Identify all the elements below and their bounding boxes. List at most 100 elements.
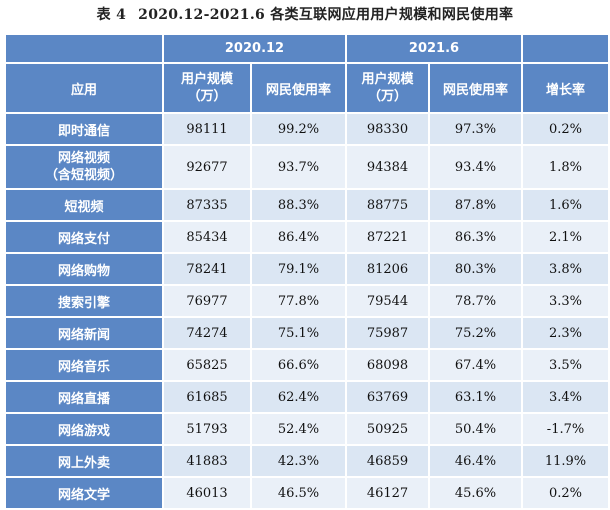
cell-users-2021: 87221 (345, 220, 430, 254)
cell-users-2021: 88775 (345, 188, 430, 222)
table-title: 2020.12-2021.6 各类互联网应用用户规模和网民使用率 (138, 7, 514, 23)
cell-users-2020: 98111 (162, 112, 252, 146)
header-blank-cell (4, 33, 164, 64)
cell-users-2020: 74274 (162, 316, 252, 350)
cell-users-2021: 81206 (345, 252, 430, 286)
cell-users-2021: 46859 (345, 444, 430, 478)
cell-rate-2020: 42.3% (250, 444, 347, 478)
cell-users-2020: 85434 (162, 220, 252, 254)
app-name-note: （含短视频） (44, 168, 123, 183)
cell-rate-2021: 86.3% (427, 220, 524, 254)
cell-users-2020: 76977 (162, 284, 252, 318)
cell-growth: 3.5% (521, 348, 610, 382)
app-name-cell: 搜索引擎 (4, 284, 164, 318)
cell-users-2020: 65825 (162, 348, 252, 382)
app-name-cell: 即时通信 (4, 112, 164, 146)
header-rate-2021: 网民使用率 (427, 62, 524, 114)
app-name-cell: 短视频 (4, 188, 164, 222)
header-growth: 增长率 (521, 62, 610, 114)
cell-users-2021: 63769 (345, 380, 430, 414)
app-name-cell: 网络购物 (4, 252, 164, 286)
app-name: 网络视频 (57, 151, 110, 166)
header-users-line2: （万） (187, 89, 227, 104)
cell-users-2021: 98330 (345, 112, 430, 146)
table-row: 网络视频 （含短视频） 92677 93.7% 94384 93.4% 1.8% (4, 144, 610, 190)
cell-rate-2021: 78.7% (427, 284, 524, 318)
header-row-periods: 2020.12 2021.6 (4, 33, 610, 64)
cell-growth: 1.6% (521, 188, 610, 222)
app-name-cell: 网络游戏 (4, 412, 164, 446)
cell-growth: 0.2% (521, 112, 610, 146)
cell-rate-2021: 87.8% (427, 188, 524, 222)
table-row: 短视频 87335 88.3% 88775 87.8% 1.6% (4, 188, 610, 222)
cell-growth: 1.8% (521, 144, 610, 190)
table-row: 网络直播 61685 62.4% 63769 63.1% 3.4% (4, 380, 610, 414)
cell-users-2020: 51793 (162, 412, 252, 446)
cell-growth: 0.2% (521, 476, 610, 510)
cell-rate-2020: 88.3% (250, 188, 347, 222)
cell-rate-2021: 93.4% (427, 144, 524, 190)
cell-rate-2020: 62.4% (250, 380, 347, 414)
cell-rate-2021: 80.3% (427, 252, 524, 286)
cell-users-2021: 50925 (345, 412, 430, 446)
table-row: 网络音乐 65825 66.6% 68098 67.4% 3.5% (4, 348, 610, 382)
cell-rate-2021: 67.4% (427, 348, 524, 382)
cell-growth: 3.4% (521, 380, 610, 414)
header-users-2021: 用户规模 （万） (345, 62, 430, 114)
cell-rate-2021: 45.6% (427, 476, 524, 510)
cell-rate-2021: 63.1% (427, 380, 524, 414)
cell-users-2020: 87335 (162, 188, 252, 222)
header-rate-2020: 网民使用率 (250, 62, 347, 114)
cell-rate-2021: 97.3% (427, 112, 524, 146)
table-row: 网上外卖 41883 42.3% 46859 46.4% 11.9% (4, 444, 610, 478)
table-row: 网络新闻 74274 75.1% 75987 75.2% 2.3% (4, 316, 610, 350)
app-name-cell: 网络新闻 (4, 316, 164, 350)
table-row: 网络支付 85434 86.4% 87221 86.3% 2.1% (4, 220, 610, 254)
table-row: 网络文学 46013 46.5% 46127 45.6% 0.2% (4, 476, 610, 510)
app-name-cell: 网络视频 （含短视频） (4, 144, 164, 190)
header-users-line1: 用户规模 (361, 72, 414, 87)
table-row: 即时通信 98111 99.2% 98330 97.3% 0.2% (4, 112, 610, 146)
cell-growth: 2.3% (521, 316, 610, 350)
cell-rate-2020: 99.2% (250, 112, 347, 146)
cell-rate-2020: 46.5% (250, 476, 347, 510)
header-blank-cell (521, 33, 610, 64)
cell-users-2021: 46127 (345, 476, 430, 510)
cell-rate-2021: 50.4% (427, 412, 524, 446)
cell-growth: 3.3% (521, 284, 610, 318)
table-body: 2020.12 2021.6 应用 用户规模 （万） 网民使用率 用户规模 （万… (4, 33, 610, 510)
cell-rate-2020: 79.1% (250, 252, 347, 286)
header-users-line1: 用户规模 (180, 72, 233, 87)
header-period-2020: 2020.12 (162, 33, 347, 64)
cell-growth: 11.9% (521, 444, 610, 478)
cell-users-2020: 92677 (162, 144, 252, 190)
app-name-cell: 网络音乐 (4, 348, 164, 382)
cell-rate-2020: 66.6% (250, 348, 347, 382)
table-row: 网络游戏 51793 52.4% 50925 50.4% -1.7% (4, 412, 610, 446)
table-caption: 表 4 2020.12-2021.6 各类互联网应用用户规模和网民使用率 (0, 0, 610, 30)
cell-rate-2020: 86.4% (250, 220, 347, 254)
header-period-2021: 2021.6 (344, 33, 524, 64)
header-users-2020: 用户规模 （万） (162, 62, 252, 114)
cell-growth: 3.8% (521, 252, 610, 286)
app-name-cell: 网上外卖 (4, 444, 164, 478)
app-name-cell: 网络文学 (4, 476, 164, 510)
cell-users-2020: 61685 (162, 380, 252, 414)
cell-users-2020: 78241 (162, 252, 252, 286)
cell-rate-2020: 75.1% (250, 316, 347, 350)
app-name-cell: 网络直播 (4, 380, 164, 414)
cell-users-2020: 41883 (162, 444, 252, 478)
table-row: 网络购物 78241 79.1% 81206 80.3% 3.8% (4, 252, 610, 286)
cell-users-2021: 94384 (345, 144, 430, 190)
header-app: 应用 (4, 62, 164, 114)
app-name-cell: 网络支付 (4, 220, 164, 254)
cell-users-2021: 75987 (345, 316, 430, 350)
table-row: 搜索引擎 76977 77.8% 79544 78.7% 3.3% (4, 284, 610, 318)
header-row-columns: 应用 用户规模 （万） 网民使用率 用户规模 （万） 网民使用率 增长率 (4, 62, 610, 114)
usage-table: 2020.12 2021.6 应用 用户规模 （万） 网民使用率 用户规模 （万… (4, 33, 610, 510)
cell-users-2020: 46013 (162, 476, 252, 510)
cell-rate-2020: 77.8% (250, 284, 347, 318)
cell-rate-2020: 52.4% (250, 412, 347, 446)
cell-rate-2020: 93.7% (250, 144, 347, 190)
cell-growth: 2.1% (521, 220, 610, 254)
